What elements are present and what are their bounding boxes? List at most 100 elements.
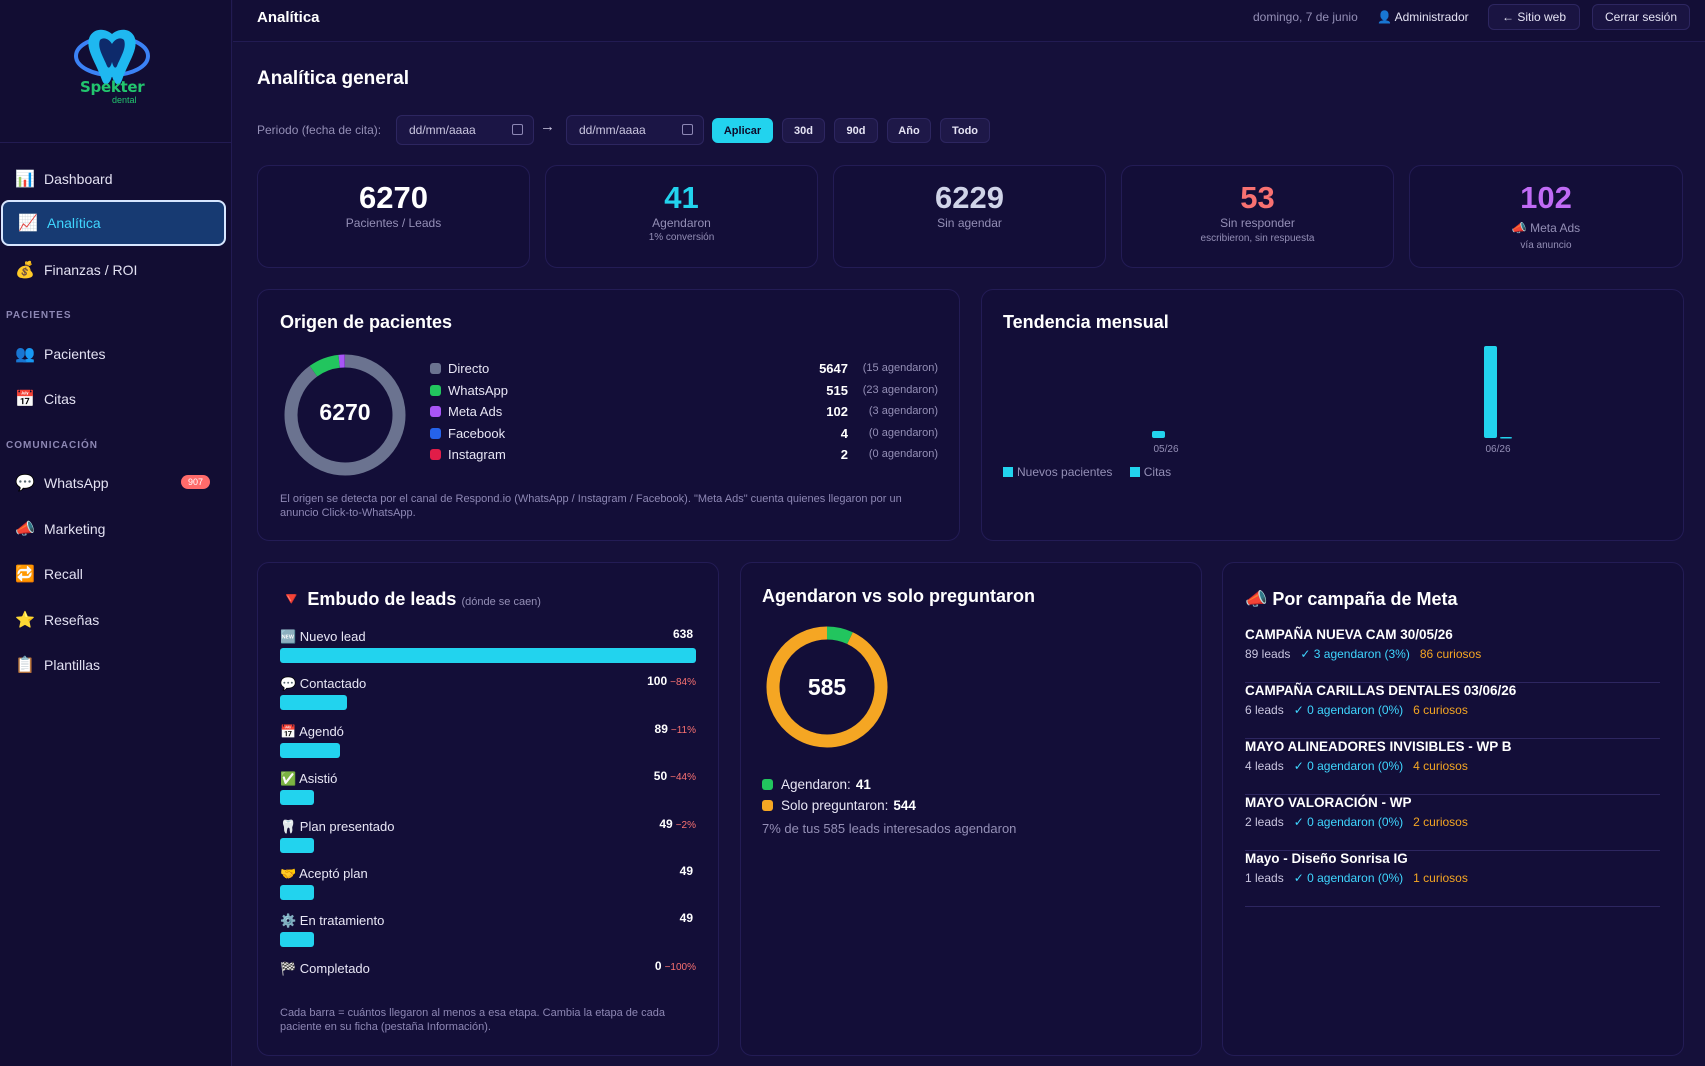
funnel-stage-label: 🤝 Aceptó plan — [280, 866, 368, 881]
funnel-drop: −84% — [670, 677, 696, 689]
funnel-drop: −44% — [670, 772, 696, 784]
campaign-stats: 1 leads ✓ 0 agendaron (0%) 1 curiosos — [1245, 871, 1468, 885]
legend-swatch — [430, 449, 441, 460]
funnel-bar — [280, 885, 314, 900]
origin-count: 2 — [840, 447, 848, 462]
funnel-note: Cada barra = cuántos llegaron al menos a… — [280, 1007, 665, 1033]
trend-tick-label: 06/26 — [1485, 444, 1510, 455]
sidebar-item-label: Recall — [44, 566, 83, 582]
sidebar-item-finanzas[interactable]: 💰 Finanzas / ROI — [0, 247, 226, 293]
funnel-stage-value: 49 — [680, 911, 696, 925]
sidebar-item-dashboard[interactable]: 📊 Dashboard — [0, 156, 226, 202]
campaign-row[interactable]: MAYO VALORACIÓN - WP 2 leads ✓ 0 agendaron… — [1245, 795, 1660, 851]
campaign-name: MAYO VALORACIÓN - WP — [1245, 795, 1412, 810]
kpi-label: Sin agendar — [937, 216, 1002, 230]
legend-swatch — [430, 363, 441, 374]
trend-card — [981, 289, 1684, 541]
sidebar-item-recall[interactable]: 🔁 Recall — [0, 551, 226, 597]
origin-row-instagram: Instagram 2 (0 agendaron) — [430, 446, 938, 464]
funnel-subtitle: (dónde se caen) — [461, 596, 541, 608]
people-icon: 👥 — [15, 346, 35, 363]
origin-count: 4 — [840, 425, 848, 441]
scheduled-total: 585 — [807, 674, 847, 700]
scheduled-legend-row: Agendaron: 41 — [762, 777, 871, 792]
sidebar-item-marketing[interactable]: 📣 Marketing — [0, 506, 226, 552]
funnel-drop: −11% — [670, 724, 696, 736]
sidebar-item-analitica[interactable]: 📈 Analítica — [1, 200, 226, 246]
logo-icon — [74, 29, 150, 85]
funnel-title: 🔻 Embudo de leads (dónde se caen) — [280, 589, 541, 610]
campaign-scheduled: ✓ 0 agendaron (0%) — [1293, 871, 1404, 885]
origin-name: Directo — [448, 361, 490, 376]
sidebar-item-label: Finanzas / ROI — [44, 262, 138, 278]
sidebar-item-pacientes[interactable]: 👥 Pacientes — [0, 331, 226, 377]
legend-swatch — [762, 800, 773, 811]
preset-30d-button[interactable]: 30d — [782, 118, 825, 143]
funnel-stage-label: 🆕 Nuevo lead — [280, 629, 366, 644]
campaign-stats: 6 leads ✓ 0 agendaron (0%) 6 curiosos — [1245, 703, 1468, 717]
scheduled-slice-1 — [766, 626, 888, 748]
sidebar-item-label: Marketing — [44, 521, 106, 537]
trend-tick-label: 05/26 — [1153, 444, 1178, 455]
kpi-label: Sin responder — [1220, 216, 1295, 230]
calendar-icon: 📅 — [15, 391, 35, 408]
kpi-label: 📣 Meta Ads — [1511, 221, 1581, 235]
campaign-name: MAYO ALINEADORES INVISIBLES - WP B — [1245, 739, 1512, 754]
origin-slice-0 — [284, 354, 406, 476]
sidebar-item-citas[interactable]: 📅 Citas — [0, 376, 226, 422]
funnel-count: 49 — [659, 816, 673, 831]
sidebar-item-label: Analítica — [47, 215, 101, 231]
chat-bubble-icon: 💬 — [15, 475, 35, 492]
funnel-count: 100 — [647, 674, 668, 689]
sidebar-item-whatsapp[interactable]: 💬 WhatsApp 907 — [0, 460, 226, 506]
funnel-bar — [280, 837, 314, 853]
campaign-scheduled: ✓ 0 agendaron (0%) — [1293, 759, 1404, 773]
logout-button[interactable]: Cerrar sesión — [1592, 4, 1690, 30]
campaigns-title: 📣 Por campaña de Meta — [1245, 589, 1458, 609]
origin-slice-1 — [309, 354, 341, 377]
date-to-input[interactable]: dd/mm/aaaa — [566, 115, 704, 145]
sidebar-item-resenas[interactable]: ⭐ Reseñas — [0, 597, 226, 643]
brand-sub: dental — [112, 95, 137, 105]
campaign-leads: 89 leads — [1245, 647, 1291, 661]
repeat-icon: 🔁 — [15, 566, 35, 583]
funnel-stage-label: ⚙️ En tratamiento — [280, 913, 385, 929]
campaign-row[interactable]: CAMPAÑA NUEVA CAM 30/05/26 89 leads ✓ 3 ag… — [1245, 627, 1660, 683]
preset-year-button[interactable]: Año — [887, 118, 931, 143]
preset-90d-button[interactable]: 90d — [834, 118, 878, 143]
trend-icon: 📈 — [18, 215, 38, 232]
period-label: Periodo (fecha de cita): — [257, 123, 382, 137]
campaign-row[interactable]: Mayo - Diseño Sonrisa IG 1 leads ✓ 0 agend… — [1245, 851, 1660, 907]
funnel-count: 89 — [654, 721, 668, 736]
funnel-stage-value: 89 −11% — [655, 722, 696, 736]
funnel-drop: −2% — [675, 819, 696, 831]
funnel-stage-label: 🦷 Plan presentado — [280, 818, 395, 834]
campaign-stats: 4 leads ✓ 0 agendaron (0%) 4 curiosos — [1245, 759, 1468, 773]
sidebar-item-label: WhatsApp — [44, 475, 109, 491]
website-button[interactable]: ← Sitio web — [1488, 4, 1580, 30]
campaign-row[interactable]: MAYO ALINEADORES INVISIBLES - WP B 4 lead… — [1245, 739, 1660, 795]
scheduled-donut-chart — [766, 626, 888, 748]
origin-donut-chart — [284, 354, 406, 476]
campaign-curious: 4 curiosos — [1413, 759, 1468, 773]
page-breadcrumb: Analítica — [257, 9, 320, 26]
apply-button[interactable]: Aplicar — [712, 118, 773, 143]
preset-all-button[interactable]: Todo — [940, 118, 990, 143]
legend-value: 544 — [893, 798, 916, 813]
funnel-bar — [280, 790, 314, 806]
funnel-title-text: 🔻 Embudo de leads — [280, 589, 457, 609]
campaign-row[interactable]: CAMPAÑA CARILLAS DENTALES 03/06/26 6 lead… — [1245, 683, 1660, 739]
funnel-count: 0 — [654, 958, 662, 973]
user-menu[interactable]: 👤 Administrador — [1377, 10, 1469, 24]
legend-swatch — [430, 406, 441, 417]
funnel-row: 🆕 Nuevo lead 638 — [280, 627, 696, 671]
funnel-bar — [280, 695, 347, 711]
section-pacientes: PACIENTES — [6, 310, 72, 321]
funnel-stage-label: 📅 Agendó — [280, 723, 344, 739]
funnel-row: 🤝 Aceptó plan 49 — [280, 864, 696, 908]
date-from-input[interactable]: dd/mm/aaaa — [396, 115, 534, 145]
campaign-leads: 4 leads — [1245, 759, 1284, 773]
funnel-row: 📅 Agendó 89 −11% — [280, 722, 696, 766]
sidebar-item-plantillas[interactable]: 📋 Plantillas — [0, 642, 226, 688]
funnel-stage-value: 100 −84% — [647, 674, 696, 688]
